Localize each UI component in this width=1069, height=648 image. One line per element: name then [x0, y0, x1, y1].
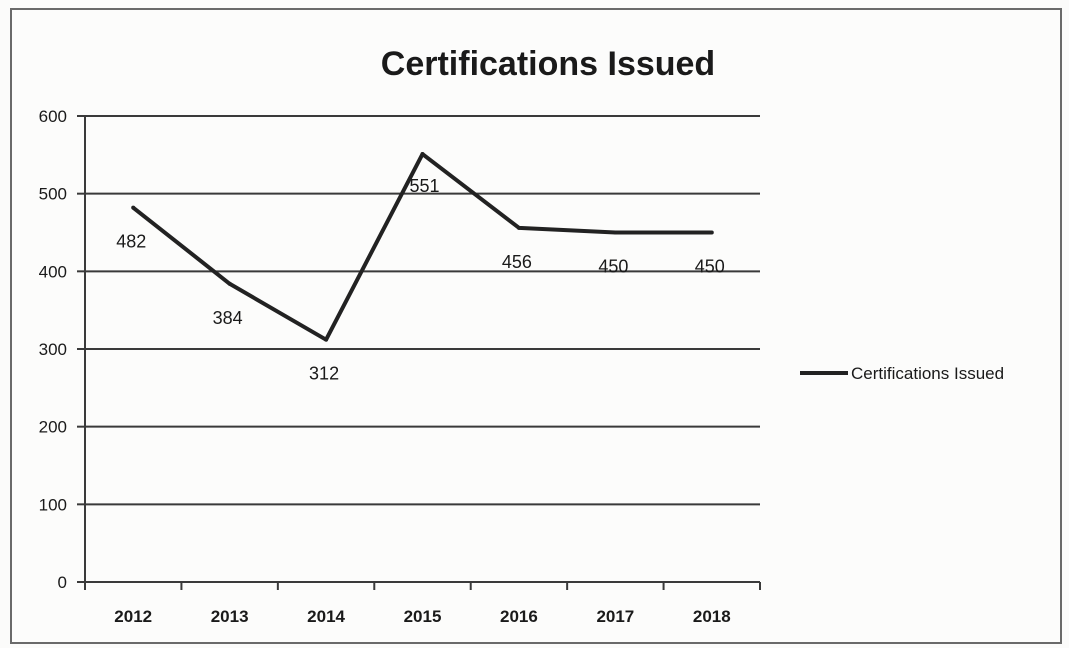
y-tick-label: 400 [39, 262, 67, 281]
y-tick-label: 600 [39, 107, 67, 126]
data-label: 450 [695, 257, 725, 277]
series-group [131, 152, 714, 342]
x-tick-labels: 2012 2013 2014 2015 2016 2017 2018 [114, 607, 730, 626]
x-tick-label: 2017 [596, 607, 634, 626]
data-label: 551 [409, 176, 439, 196]
chart-frame [10, 8, 1062, 644]
data-point [324, 337, 329, 342]
gridlines [77, 115, 760, 583]
x-tick-label: 2014 [307, 607, 345, 626]
data-point [709, 230, 714, 235]
data-point [227, 281, 232, 286]
data-label: 384 [213, 308, 243, 328]
x-tick-label: 2018 [693, 607, 731, 626]
x-tick-label: 2012 [114, 607, 152, 626]
data-label: 450 [598, 257, 628, 277]
x-tick-label: 2015 [404, 607, 442, 626]
axes [84, 116, 761, 590]
chart-title: Certifications Issued [381, 45, 715, 83]
y-tick-label: 300 [39, 340, 67, 359]
data-label: 456 [502, 252, 532, 272]
data-point [131, 205, 136, 210]
x-tick-label: 2016 [500, 607, 538, 626]
y-tick-label: 100 [39, 495, 67, 514]
data-point [613, 230, 618, 235]
data-point [516, 225, 521, 230]
y-tick-label: 500 [39, 185, 67, 204]
legend-label: Certifications Issued [851, 364, 1004, 383]
data-label: 312 [309, 364, 339, 384]
y-tick-label: 200 [39, 418, 67, 437]
y-tick-label: 0 [58, 573, 67, 592]
legend: Certifications Issued [800, 364, 1004, 383]
y-tick-labels: 0 100 200 300 400 500 600 [39, 107, 67, 592]
x-tick-label: 2013 [211, 607, 249, 626]
data-label: 482 [116, 232, 146, 252]
data-point [420, 152, 425, 157]
data-labels: 482 384 312 551 456 450 450 [116, 176, 725, 384]
